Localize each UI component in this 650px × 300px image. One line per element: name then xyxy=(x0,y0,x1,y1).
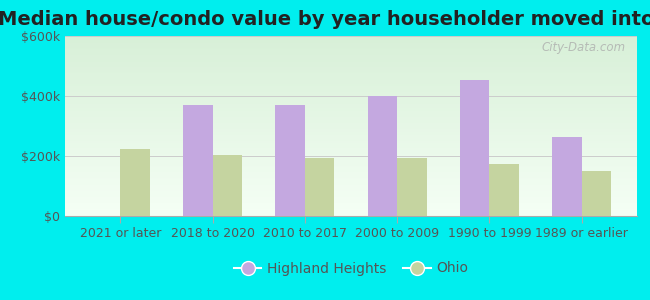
Bar xyxy=(183,105,213,216)
Bar xyxy=(368,96,397,216)
Bar xyxy=(213,154,242,216)
Bar xyxy=(397,158,426,216)
Bar xyxy=(120,148,150,216)
Bar xyxy=(305,158,334,216)
Text: City-Data.com: City-Data.com xyxy=(541,41,625,54)
Legend: Highland Heights, Ohio: Highland Heights, Ohio xyxy=(228,256,474,281)
Bar xyxy=(460,80,489,216)
Bar xyxy=(552,136,582,216)
Bar xyxy=(489,164,519,216)
Title: Median house/condo value by year householder moved into unit: Median house/condo value by year househo… xyxy=(0,10,650,29)
Bar xyxy=(276,105,305,216)
Bar xyxy=(582,171,611,216)
